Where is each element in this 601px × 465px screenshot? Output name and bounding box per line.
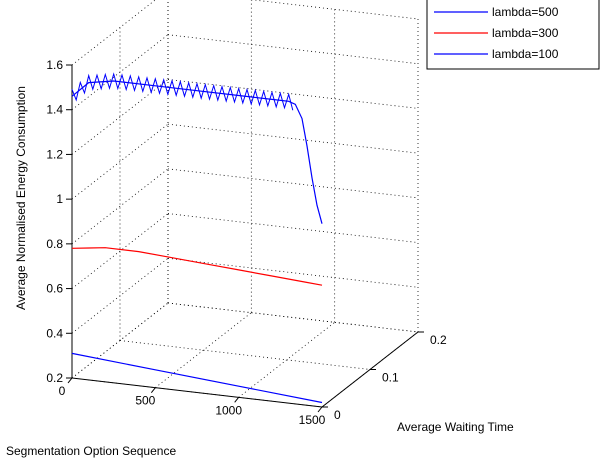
grid-line-left-z xyxy=(71,34,169,111)
z-tick-label: 1.2 xyxy=(46,147,63,161)
z-tick-label: 0.4 xyxy=(46,326,63,340)
x-tick-mark xyxy=(317,406,323,413)
series-line-lambda-300 xyxy=(71,247,323,286)
x-tick-mark xyxy=(234,397,240,403)
y-tick-label: 0 xyxy=(334,408,341,422)
y-tick-label: 0.1 xyxy=(382,371,399,385)
grid-line-floor-y xyxy=(167,302,419,333)
z-tick-label: 0.6 xyxy=(46,282,63,296)
z-tick-label: 0.2 xyxy=(46,371,63,385)
y-axis-label: Average Waiting Time xyxy=(397,420,514,434)
x-tick-label: 0 xyxy=(59,384,66,398)
legend-label-lambda-100: lambda=100 xyxy=(492,47,559,61)
z-tick-label: 1.6 xyxy=(46,58,63,72)
tick-labels: 0 500 1000 1500 0 0.1 0.2 0.2 0.4 0.6 0.8 1 1.2 1.4 1.… xyxy=(46,58,447,427)
grid-line-left-z xyxy=(71,302,169,379)
x-tick-label: 1500 xyxy=(299,413,326,427)
legend-label-lambda-300: lambda=300 xyxy=(492,26,559,40)
grid-line-floor-x xyxy=(238,322,335,398)
legend: lambda=500 lambda=300 lambda=100 xyxy=(426,0,600,70)
grid-lines xyxy=(71,0,419,408)
axis-box xyxy=(66,64,424,413)
grid-line-left-z xyxy=(71,213,169,289)
grid-line-back-z xyxy=(167,257,419,288)
grid-line-back-z xyxy=(167,123,419,154)
z-tick-label: 1 xyxy=(56,192,63,206)
z-axis-label: Average Normalised Energy Consumption xyxy=(14,86,28,310)
x-tick-label: 500 xyxy=(135,394,155,408)
grid-line-back-z xyxy=(167,213,419,243)
x-tick-label: 1000 xyxy=(215,403,242,417)
legend-label-lambda-500: lambda=500 xyxy=(492,5,559,19)
grid-line-floor-y xyxy=(119,340,371,370)
x-axis-line xyxy=(71,377,323,408)
series-line-lambda-500 xyxy=(71,80,323,224)
grid-line-back-z xyxy=(250,0,419,20)
x-tick-mark xyxy=(150,387,156,393)
grid-line-back-z xyxy=(167,302,419,333)
y-tick-label: 0.2 xyxy=(430,333,447,347)
grid-line-left-z xyxy=(71,0,156,66)
z-tick-label: 1.4 xyxy=(46,103,63,117)
grid-line-left-z xyxy=(71,79,169,155)
grid-line-left-z xyxy=(71,168,169,245)
series-texture-lambda-500 xyxy=(71,72,294,111)
grid-line-back-z xyxy=(167,168,419,199)
series-line-lambda-100 xyxy=(71,352,323,404)
z-tick-label: 0.8 xyxy=(46,237,63,251)
series-lines xyxy=(71,72,323,404)
grid-line-floor-x xyxy=(155,312,252,388)
grid-line-left-z xyxy=(71,257,169,334)
grid-line-back-z xyxy=(167,34,419,65)
grid-line-left-z xyxy=(71,123,169,200)
x-axis-label: Segmentation Option Sequence xyxy=(6,444,176,458)
x-tick-mark xyxy=(67,377,73,384)
